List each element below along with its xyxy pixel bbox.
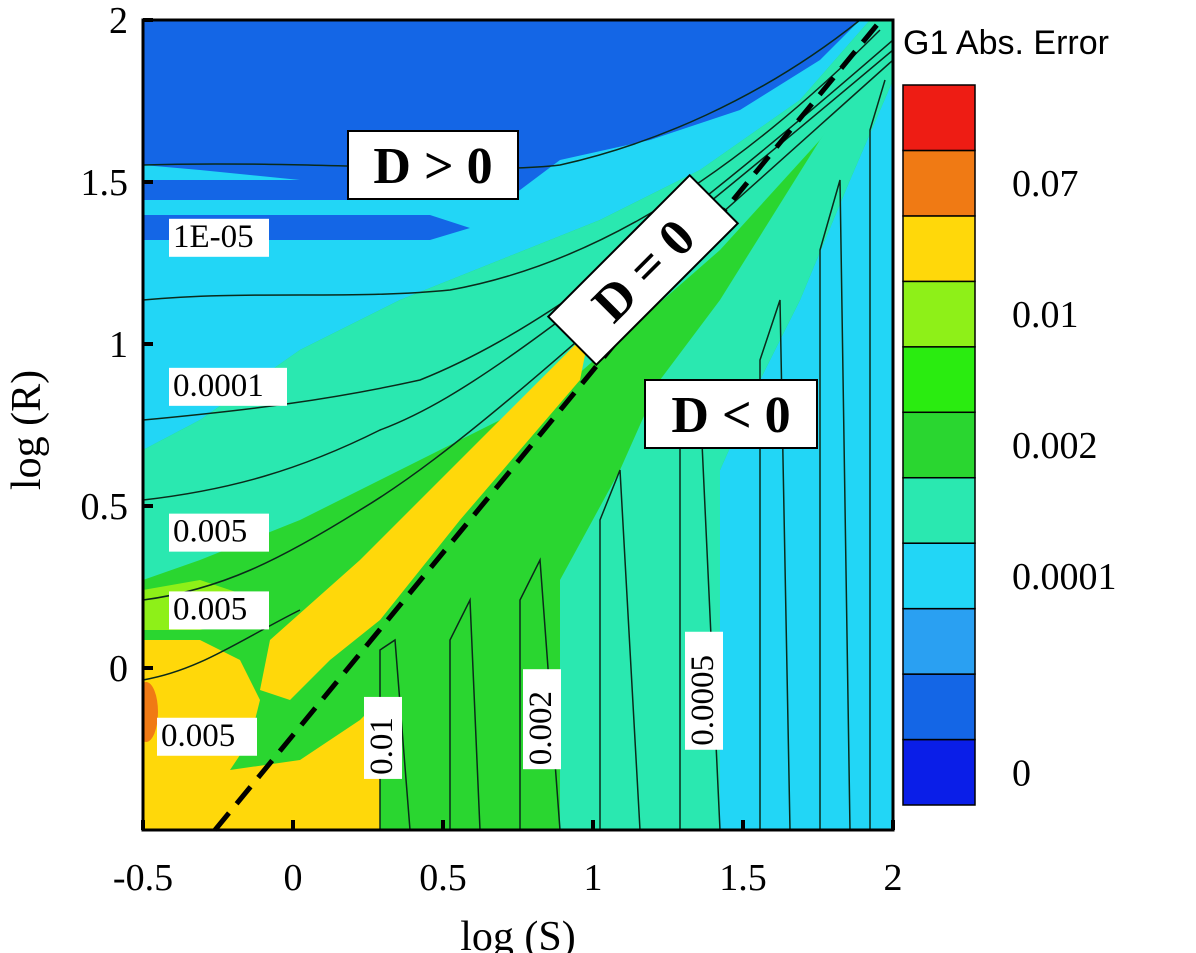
colorbar-swatch [902,149,976,217]
plot-frame [141,18,895,832]
colorbar-swatch [902,542,976,610]
contour-label-bg [364,696,402,779]
contour-label-text: 0.005 [161,718,235,754]
contour-label-bg [685,631,723,750]
axis-layer: -0.5 0 0.5 1 1.5 2 0 0.5 1 1.5 2 [81,0,903,899]
region-label-positive-text: D > 0 [373,138,492,195]
colorbar-tick-label: 0.07 [1012,163,1079,205]
colorbar-swatch [902,607,976,675]
contour-label: 0.005 [169,513,269,552]
colorbar-swatch [902,411,976,479]
contour-label-text: 0.01 [364,717,400,775]
y-tick-label: 0.5 [81,486,129,528]
contour-label-text: 0.002 [523,691,559,765]
contour-label-bg [169,367,287,406]
region-label-negative: D < 0 [644,379,818,449]
contour-label-bg [169,513,269,552]
colorbar-swatch [902,215,976,283]
contour-label: 1E-05 [169,218,269,257]
y-tick-label: 2 [109,0,128,42]
contour-label-text: 0.005 [173,591,247,627]
colorbar-tick-label: 0 [1012,752,1031,794]
y-axis-title: log (R) [4,370,50,490]
colorbar-swatch [902,738,976,806]
x-tick-label: 1 [584,857,603,899]
colorbar-swatch [902,673,976,741]
x-tick-label: -0.5 [113,857,173,899]
x-axis-title: log (S) [460,914,576,953]
colorbar-title: G1 Abs. Error [903,24,1109,62]
colorbar-tick-label: 0.002 [1012,425,1098,467]
colorbar-swatch [902,476,976,544]
region-fill-orange-spot [143,682,158,742]
colorbar-swatch [902,346,976,414]
contour-label: 0.002 [523,669,561,770]
contour-label-text: 1E-05 [173,219,254,255]
contour-label-bg [169,591,269,630]
colorbar-tick-label: 0.01 [1012,294,1079,336]
contour-label-text: 0.005 [173,514,247,550]
dashed-d0-line [213,18,883,832]
colorbar-tick-label: 0.0001 [1012,556,1117,598]
contour-label: 0.005 [169,591,269,630]
contour-label: 0.0001 [169,367,287,406]
contour-label: 0.0005 [685,631,723,750]
contour-label-text: 0.0001 [173,368,264,404]
region-fill-yellow-corner [143,640,380,830]
x-tick-label: 0 [284,857,303,899]
contour-label-bg [169,218,269,257]
colorbar-swatch [902,280,976,348]
x-tick-label: 0.5 [419,857,467,899]
region-fill-yellow-ridge [260,330,590,700]
y-tick-label: 1 [109,324,128,366]
region-fill-right-cyan [720,80,893,830]
colorbar: 0 0.0001 0.002 0.01 0.07 [902,84,1117,806]
dashed-line-layer [213,18,883,832]
y-tick-label: 1.5 [81,162,129,204]
contour-label-bg [157,717,257,756]
contour-label-bg [523,669,561,770]
contour-label-text: 0.0005 [685,655,721,746]
region-label-positive: D > 0 [347,130,519,200]
contour-label: 0.01 [364,696,402,779]
region-label-negative-text: D < 0 [671,387,790,444]
contour-labels: 1E-05 0.0001 0.005 0.005 0.005 0.01 0.002 0.000… [157,218,723,779]
colorbar-swatch [902,84,976,152]
y-tick-label: 0 [109,648,128,690]
region-fill-teal-band [143,20,893,580]
region-fill-upper-blue [143,20,860,190]
x-tick-label: 1.5 [719,857,767,899]
contour-label: 0.005 [157,717,257,756]
x-tick-label: 2 [884,857,903,899]
